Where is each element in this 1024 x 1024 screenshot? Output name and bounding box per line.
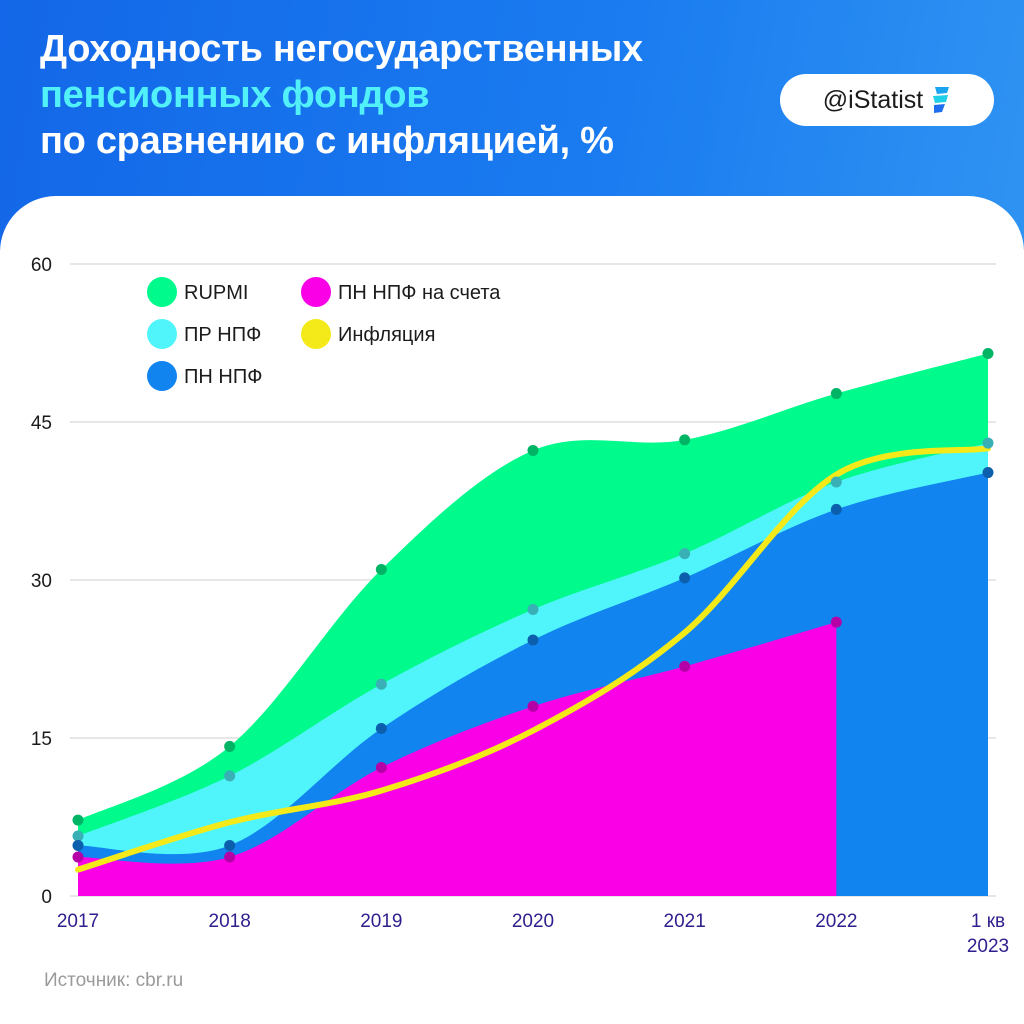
badge-handle: @iStatist (822, 85, 924, 114)
data-point (224, 851, 236, 863)
legend-label: RUPMI (184, 282, 248, 304)
title-line-3: по сравнению с инфляцией, % (40, 120, 614, 162)
y-tick-label: 0 (41, 887, 52, 908)
data-point (830, 503, 842, 515)
data-point (224, 740, 236, 752)
data-point (679, 572, 691, 584)
data-point (375, 678, 387, 690)
chart-title: Доходность негосударственных пенсионных … (40, 26, 643, 164)
legend-swatch (301, 277, 331, 307)
data-point (982, 437, 994, 449)
data-point (72, 814, 84, 826)
legend: RUPMI ПР НПФ ПН НПФ ПН НПФ на счета Инфляция (147, 277, 501, 391)
legend-label: ПР НПФ (184, 324, 261, 346)
data-point (375, 761, 387, 773)
legend-label: ПН НПФ (184, 366, 262, 388)
istatist-leaf-logo-icon (931, 85, 951, 115)
data-point (224, 839, 236, 851)
y-tick-label: 60 (31, 255, 52, 276)
x-tick-label: 2017 (57, 911, 99, 932)
data-point (72, 851, 84, 863)
x-tick-label: 2022 (815, 911, 857, 932)
data-point (527, 444, 539, 456)
data-point (375, 723, 387, 735)
x-tick-label: 2018 (209, 911, 251, 932)
data-point (72, 830, 84, 842)
area-chart: 0 15 30 45 60 2017 2018 2019 2020 2021 2022 1 кв 202… (31, 255, 1009, 957)
data-point (830, 476, 842, 488)
legend-swatch (147, 277, 177, 307)
legend-swatch (147, 361, 177, 391)
x-tick-label: 2020 (512, 911, 554, 932)
data-point (527, 700, 539, 712)
y-tick-label: 45 (31, 413, 52, 434)
data-point (830, 616, 842, 628)
data-point (527, 603, 539, 615)
data-point (679, 548, 691, 560)
data-point (224, 770, 236, 782)
inflation-line (75, 445, 991, 873)
y-tick-label: 15 (31, 729, 52, 750)
area-пн-нпф-на-счета (78, 622, 837, 896)
x-tick-label: 2023 (967, 936, 1009, 957)
data-point (527, 634, 539, 646)
x-tick-label: 1 кв (971, 911, 1005, 932)
source-note: Источник: cbr.ru (44, 970, 184, 991)
data-point (679, 434, 691, 446)
x-tick-label: 2021 (664, 911, 706, 932)
legend-swatch (147, 319, 177, 349)
legend-label: Инфляция (338, 324, 435, 346)
legend-swatch (301, 319, 331, 349)
data-point (375, 563, 387, 575)
data-point (72, 839, 84, 851)
data-point (679, 660, 691, 672)
istatist-badge[interactable]: @iStatist (780, 74, 994, 126)
y-tick-label: 30 (31, 571, 52, 592)
legend-label: ПН НПФ на счета (338, 282, 501, 304)
data-point (830, 388, 842, 400)
data-point (982, 467, 994, 479)
x-tick-label: 2019 (360, 911, 402, 932)
title-line-2: пенсионных фондов (40, 74, 430, 116)
data-point (982, 348, 994, 360)
chart-panel: 0 15 30 45 60 2017 2018 2019 2020 2021 2022 1 кв 202… (0, 196, 1024, 1024)
title-line-1: Доходность негосударственных (40, 28, 643, 70)
